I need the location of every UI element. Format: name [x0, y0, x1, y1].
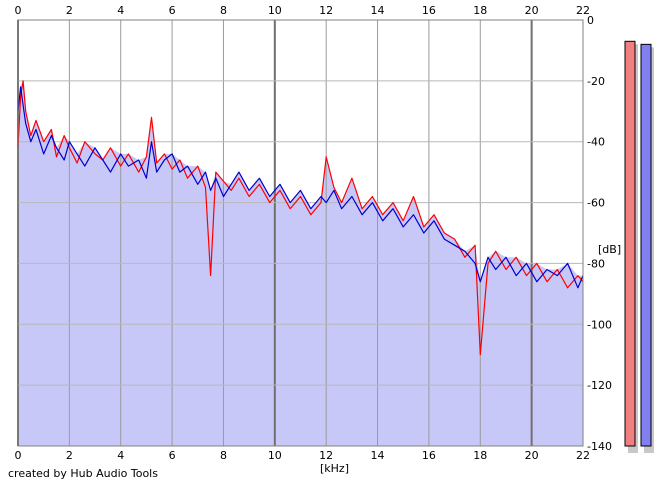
- y-tick-label: -100: [587, 318, 612, 331]
- axes: 002244668810101212141416161818202022220-…: [15, 4, 612, 462]
- x-tick-label-top: 0: [15, 4, 22, 17]
- x-tick-label-bottom: 18: [473, 449, 487, 462]
- x-tick-label-bottom: 22: [576, 449, 590, 462]
- x-tick-label-top: 6: [169, 4, 176, 17]
- level-meters: [624, 40, 654, 454]
- x-tick-label-top: 10: [268, 4, 282, 17]
- x-tick-label-top: 14: [371, 4, 385, 17]
- x-tick-label-bottom: 10: [268, 449, 282, 462]
- x-tick-label-bottom: 8: [220, 449, 227, 462]
- x-tick-label-top: 4: [117, 4, 124, 17]
- y-tick-label: -60: [587, 197, 605, 210]
- y-tick-label: -120: [587, 379, 612, 392]
- y-tick-label: 0: [587, 14, 594, 27]
- credit-text: created by Hub Audio Tools: [8, 467, 158, 480]
- x-tick-label-bottom: 20: [525, 449, 539, 462]
- x-tick-label-bottom: 12: [319, 449, 333, 462]
- x-tick-label-bottom: 4: [117, 449, 124, 462]
- x-tick-label-bottom: 2: [66, 449, 73, 462]
- x-tick-label-top: 20: [525, 4, 539, 17]
- level-meter-bar: [640, 43, 652, 447]
- level-meter-bar: [624, 40, 636, 447]
- y-axis-unit: [dB]: [598, 243, 621, 256]
- series-line-2: [17, 86, 584, 289]
- x-tick-label-top: 2: [66, 4, 73, 17]
- x-tick-label-top: 16: [422, 4, 436, 17]
- y-tick-label: -140: [587, 440, 612, 453]
- y-tick-label: -20: [587, 75, 605, 88]
- series-line-1: [17, 80, 584, 356]
- x-tick-label-bottom: 16: [422, 449, 436, 462]
- x-tick-label-bottom: 0: [15, 449, 22, 462]
- series-lines: [17, 80, 584, 356]
- y-tick-label: -40: [587, 136, 605, 149]
- x-tick-label-bottom: 6: [169, 449, 176, 462]
- plot-frame: [17, 19, 584, 447]
- x-tick-label-top: 12: [319, 4, 333, 17]
- x-tick-label-top: 18: [473, 4, 487, 17]
- x-axis-unit: [kHz]: [320, 462, 349, 475]
- y-tick-label: -80: [587, 257, 605, 270]
- x-tick-label-top: 22: [576, 4, 590, 17]
- x-tick-label-bottom: 14: [371, 449, 385, 462]
- x-tick-label-top: 8: [220, 4, 227, 17]
